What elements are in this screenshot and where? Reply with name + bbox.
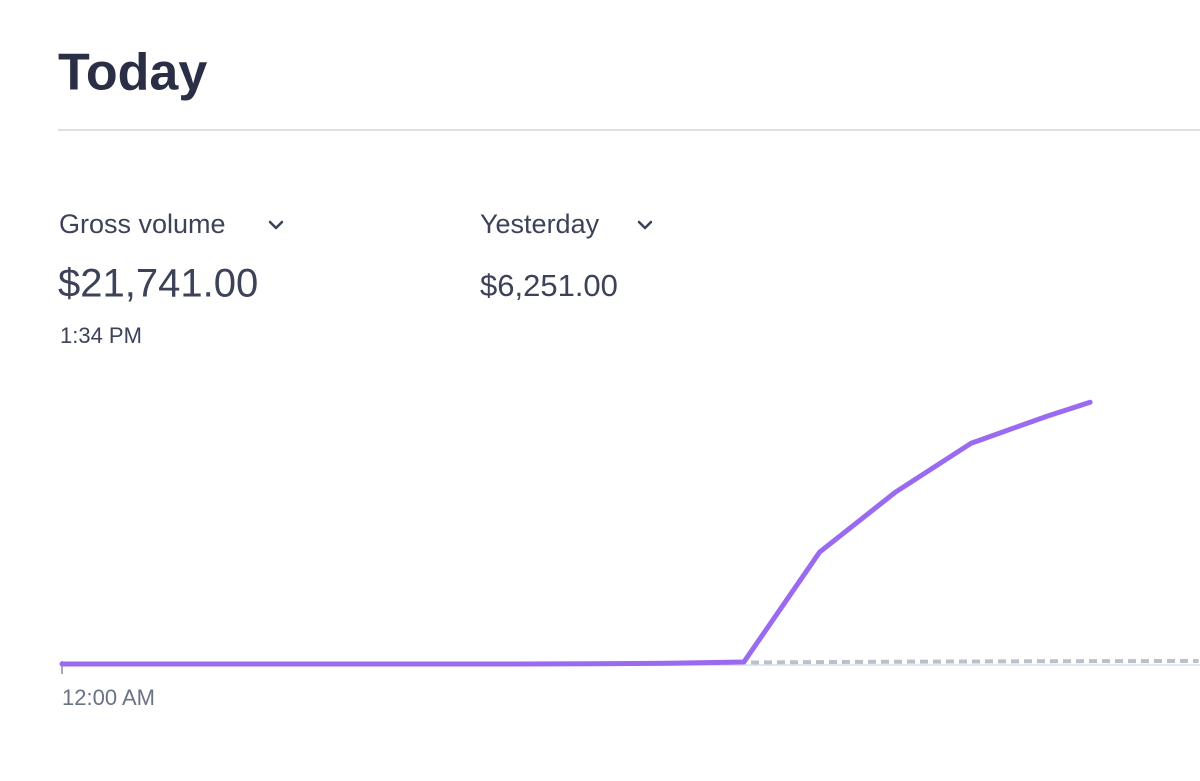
chart: 12:00 AM xyxy=(59,399,1200,710)
metric-label: Gross volume xyxy=(59,209,226,239)
compare-label: Yesterday xyxy=(480,209,600,239)
x-tick-label: 12:00 AM xyxy=(62,685,155,710)
chevron xyxy=(268,220,284,230)
metric-time: 1:34 PM xyxy=(60,323,142,348)
compare-value: $6,251.00 xyxy=(480,268,618,303)
series-line xyxy=(59,399,1093,667)
metric-dropdown[interactable]: Gross volume xyxy=(59,209,284,239)
chevron xyxy=(637,220,653,230)
page-title: Today xyxy=(58,44,207,102)
compare-dropdown[interactable]: Yesterday xyxy=(480,209,653,239)
metric-value: $21,741.00 xyxy=(58,262,258,306)
